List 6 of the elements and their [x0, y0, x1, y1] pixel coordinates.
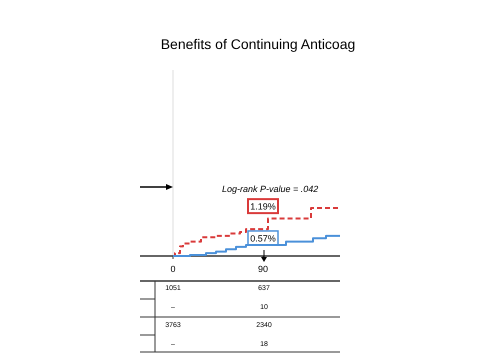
x-tick-label: 0 — [170, 264, 176, 274]
annotation: 0.57% — [250, 233, 276, 244]
text: Log-rank P-value = .042 — [222, 184, 318, 194]
chart-title: Benefits of Continuing Anticoag — [160, 36, 356, 52]
x-tick-label: 90 — [258, 264, 268, 274]
annotation: 1.19% — [250, 202, 276, 212]
